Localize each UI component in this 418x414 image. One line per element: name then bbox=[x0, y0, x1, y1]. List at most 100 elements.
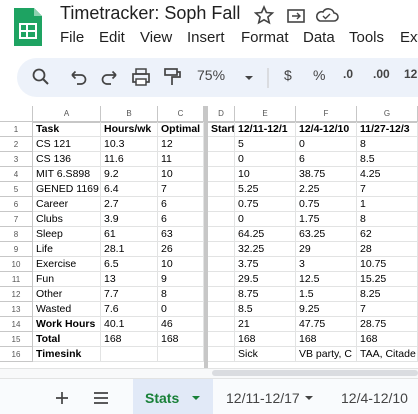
column-header[interactable]: G bbox=[357, 106, 418, 122]
cell[interactable]: 47.75 bbox=[296, 317, 357, 332]
row-header[interactable]: 9 bbox=[0, 242, 33, 257]
menu-item[interactable]: Format bbox=[241, 29, 289, 46]
cell[interactable]: 0 bbox=[296, 137, 357, 152]
cell[interactable]: 8.5 bbox=[357, 152, 418, 167]
row-header[interactable]: 13 bbox=[0, 302, 33, 317]
toolbar-button[interactable]: .00 bbox=[373, 67, 390, 81]
row-header[interactable]: 8 bbox=[0, 227, 33, 242]
row-header[interactable]: 3 bbox=[0, 152, 33, 167]
row-header[interactable]: 15 bbox=[0, 332, 33, 347]
cell[interactable]: 38.75 bbox=[296, 167, 357, 182]
cell[interactable]: 6 bbox=[296, 152, 357, 167]
cell[interactable]: 10 bbox=[158, 257, 204, 272]
cell[interactable]: Life bbox=[33, 242, 101, 257]
cell[interactable]: GENED 1169 bbox=[33, 182, 101, 197]
cell[interactable]: 7.6 bbox=[101, 302, 158, 317]
cell[interactable]: 2.25 bbox=[296, 182, 357, 197]
menu-item[interactable]: Ext bbox=[400, 29, 418, 46]
sheet-tab[interactable]: 12/4-12/10 bbox=[341, 390, 408, 406]
cell[interactable]: 0 bbox=[235, 212, 296, 227]
cell[interactable]: Career bbox=[33, 197, 101, 212]
cell[interactable]: TAA, Citade bbox=[357, 347, 418, 362]
toolbar-button[interactable]: $ bbox=[284, 67, 292, 83]
cell[interactable]: 3 bbox=[296, 257, 357, 272]
cell[interactable] bbox=[208, 287, 235, 302]
cell[interactable]: Start bbox=[208, 122, 235, 137]
cell[interactable] bbox=[158, 347, 204, 362]
menu-item[interactable]: Insert bbox=[187, 29, 225, 46]
row-header[interactable]: 16 bbox=[0, 347, 33, 362]
column-header[interactable]: F bbox=[296, 106, 357, 122]
cell[interactable]: 168 bbox=[101, 332, 158, 347]
menu-item[interactable]: Data bbox=[303, 29, 335, 46]
cell[interactable]: 61 bbox=[101, 227, 158, 242]
menu-item[interactable]: Tools bbox=[349, 29, 385, 46]
cell[interactable]: 0.75 bbox=[296, 197, 357, 212]
cell[interactable]: 1.5 bbox=[296, 287, 357, 302]
scrollbar[interactable] bbox=[212, 370, 418, 376]
cell[interactable]: 62 bbox=[357, 227, 418, 242]
cell[interactable]: Timesink bbox=[33, 347, 101, 362]
toolbar-button[interactable]: .0 bbox=[343, 67, 354, 81]
cell[interactable]: Total bbox=[33, 332, 101, 347]
cell[interactable]: 64.25 bbox=[235, 227, 296, 242]
cell[interactable]: 0 bbox=[158, 302, 204, 317]
cell[interactable]: 7 bbox=[158, 182, 204, 197]
cell[interactable]: 11/27-12/3 bbox=[357, 122, 418, 137]
cell[interactable]: 26 bbox=[158, 242, 204, 257]
cell[interactable]: Task bbox=[33, 122, 101, 137]
cell[interactable]: 10.3 bbox=[101, 137, 158, 152]
cell[interactable]: 7 bbox=[357, 182, 418, 197]
cell[interactable]: 2.7 bbox=[101, 197, 158, 212]
cell[interactable]: 10 bbox=[158, 167, 204, 182]
zoom-level[interactable]: 75% bbox=[197, 67, 226, 83]
cell[interactable]: 6 bbox=[158, 212, 204, 227]
cell[interactable]: 8.5 bbox=[235, 302, 296, 317]
cell[interactable] bbox=[101, 347, 158, 362]
cell[interactable]: 21 bbox=[235, 317, 296, 332]
menu-item[interactable]: File bbox=[60, 29, 85, 46]
cell[interactable]: 46 bbox=[158, 317, 204, 332]
cell[interactable] bbox=[208, 272, 235, 287]
cell[interactable]: 8.75 bbox=[235, 287, 296, 302]
toolbar-button[interactable]: 12 bbox=[404, 67, 418, 81]
cell[interactable] bbox=[208, 152, 235, 167]
cell[interactable]: 28.1 bbox=[101, 242, 158, 257]
row-header[interactable]: 5 bbox=[0, 182, 33, 197]
column-header[interactable]: B bbox=[101, 106, 158, 122]
row-header[interactable]: 4 bbox=[0, 167, 33, 182]
row-header[interactable]: 10 bbox=[0, 257, 33, 272]
cell[interactable]: MIT 6.S898 bbox=[33, 167, 101, 182]
cell[interactable]: 63.25 bbox=[296, 227, 357, 242]
cell[interactable]: 5.25 bbox=[235, 182, 296, 197]
cell[interactable]: 9 bbox=[158, 272, 204, 287]
cell[interactable]: 29 bbox=[296, 242, 357, 257]
cell[interactable]: 12/11-12/1 bbox=[235, 122, 296, 137]
cell[interactable]: 8 bbox=[357, 212, 418, 227]
cell[interactable]: Sleep bbox=[33, 227, 101, 242]
tab-buttons[interactable] bbox=[52, 388, 112, 408]
cell[interactable] bbox=[208, 257, 235, 272]
row-header[interactable]: 6 bbox=[0, 197, 33, 212]
column-header[interactable]: A bbox=[33, 106, 101, 122]
cell[interactable]: 40.1 bbox=[101, 317, 158, 332]
cell[interactable]: 9.2 bbox=[101, 167, 158, 182]
cell[interactable]: 168 bbox=[158, 332, 204, 347]
cell[interactable]: 1.75 bbox=[296, 212, 357, 227]
row-header[interactable]: 11 bbox=[0, 272, 33, 287]
cell[interactable]: 28 bbox=[357, 242, 418, 257]
sheet-tab[interactable]: 12/11-12/17 bbox=[226, 390, 300, 406]
cell[interactable]: 0 bbox=[235, 152, 296, 167]
cell[interactable]: 6.5 bbox=[101, 257, 158, 272]
cell[interactable]: Work Hours bbox=[33, 317, 101, 332]
cell[interactable] bbox=[208, 197, 235, 212]
cell[interactable]: 4.25 bbox=[357, 167, 418, 182]
column-header[interactable]: D bbox=[208, 106, 235, 122]
toolbar-button[interactable]: % bbox=[313, 67, 326, 83]
cell[interactable]: 168 bbox=[296, 332, 357, 347]
menu-item[interactable]: View bbox=[140, 29, 173, 46]
cell[interactable]: 11.6 bbox=[101, 152, 158, 167]
menu-item[interactable]: Edit bbox=[99, 29, 125, 46]
cell[interactable]: 0.75 bbox=[235, 197, 296, 212]
cell[interactable]: 3.9 bbox=[101, 212, 158, 227]
